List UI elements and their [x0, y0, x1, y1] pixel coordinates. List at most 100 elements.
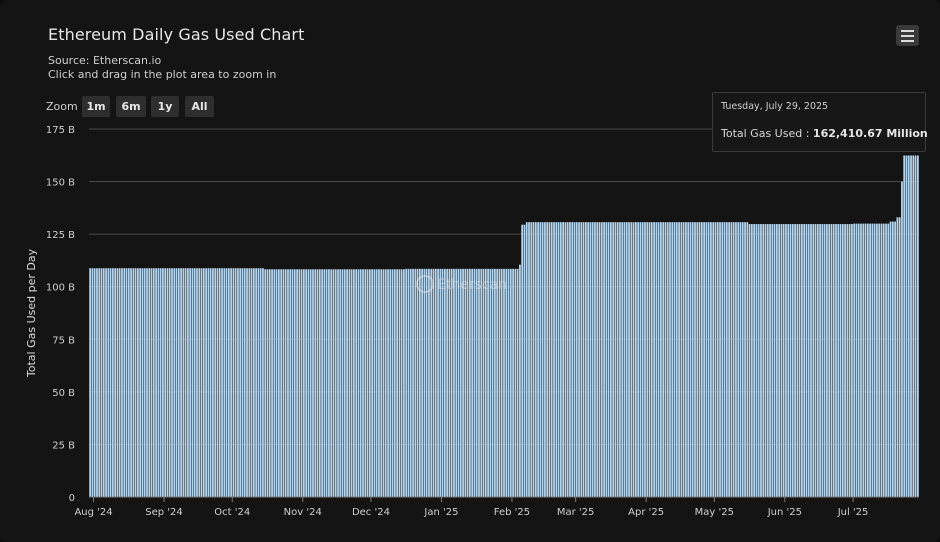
bar[interactable] — [441, 268, 444, 497]
bar[interactable] — [287, 269, 289, 497]
bar[interactable] — [241, 268, 244, 497]
bar[interactable] — [491, 268, 494, 497]
bar[interactable] — [489, 268, 492, 497]
bar[interactable] — [735, 222, 737, 498]
bar[interactable] — [100, 268, 103, 497]
bar[interactable] — [664, 222, 667, 498]
bar[interactable] — [589, 222, 592, 498]
bar[interactable] — [255, 268, 258, 497]
bar[interactable] — [307, 269, 310, 497]
bar[interactable] — [414, 268, 417, 497]
bar[interactable] — [439, 268, 442, 497]
bar[interactable] — [741, 222, 744, 498]
bar[interactable] — [155, 268, 157, 497]
bar[interactable] — [835, 224, 837, 498]
bar[interactable] — [198, 268, 201, 497]
bar[interactable] — [139, 268, 142, 497]
bar[interactable] — [578, 222, 580, 498]
bar[interactable] — [571, 222, 574, 498]
bar[interactable] — [391, 269, 394, 497]
bar[interactable] — [853, 223, 856, 497]
bar[interactable] — [284, 269, 287, 497]
bar[interactable] — [844, 224, 846, 498]
bar[interactable] — [794, 224, 796, 498]
bar[interactable] — [823, 224, 826, 498]
bar[interactable] — [125, 268, 128, 497]
bar[interactable] — [309, 269, 312, 497]
bar[interactable] — [723, 222, 726, 498]
bar[interactable] — [455, 268, 458, 497]
bar[interactable] — [655, 222, 658, 498]
bar[interactable] — [341, 269, 344, 497]
bar[interactable] — [328, 269, 330, 497]
bar[interactable] — [111, 268, 114, 497]
bar[interactable] — [594, 222, 596, 498]
bar[interactable] — [89, 268, 92, 497]
bar[interactable] — [237, 268, 239, 497]
bar[interactable] — [798, 224, 801, 498]
bar[interactable] — [487, 268, 489, 497]
zoom-all-button[interactable]: All — [185, 96, 214, 117]
bar[interactable] — [525, 222, 528, 498]
bar[interactable] — [494, 268, 496, 497]
bar[interactable] — [400, 269, 403, 497]
bar[interactable] — [193, 268, 196, 497]
bar[interactable] — [775, 224, 778, 498]
bar[interactable] — [389, 269, 392, 497]
bar[interactable] — [662, 222, 665, 498]
bar[interactable] — [459, 268, 462, 497]
bar[interactable] — [373, 269, 376, 497]
bar[interactable] — [598, 222, 601, 498]
bar[interactable] — [378, 269, 380, 497]
bar[interactable] — [753, 224, 756, 498]
bar[interactable] — [475, 268, 478, 497]
bar[interactable] — [719, 222, 721, 498]
bar[interactable] — [882, 223, 885, 497]
bar[interactable] — [532, 222, 535, 498]
bar[interactable] — [787, 224, 790, 498]
bar[interactable] — [796, 224, 799, 498]
bar[interactable] — [737, 222, 740, 498]
bar[interactable] — [559, 222, 562, 498]
bar[interactable] — [782, 224, 785, 498]
bar[interactable] — [612, 222, 615, 498]
bar[interactable] — [694, 222, 696, 498]
bar[interactable] — [177, 268, 180, 497]
bar[interactable] — [876, 223, 878, 497]
bar[interactable] — [773, 224, 776, 498]
bar[interactable] — [780, 224, 783, 498]
bar[interactable] — [901, 181, 903, 498]
bar[interactable] — [366, 269, 369, 497]
bar[interactable] — [648, 222, 651, 498]
bar[interactable] — [687, 222, 690, 498]
bar[interactable] — [218, 268, 221, 497]
zoom-1m-button[interactable]: 1m — [82, 96, 110, 117]
bar[interactable] — [262, 268, 264, 497]
bar[interactable] — [605, 222, 608, 498]
bar[interactable] — [212, 268, 214, 497]
bar[interactable] — [557, 222, 560, 498]
bar[interactable] — [712, 222, 715, 498]
bar[interactable] — [252, 268, 255, 497]
bar[interactable] — [566, 222, 569, 498]
bar[interactable] — [116, 268, 119, 497]
bar[interactable] — [202, 268, 205, 497]
bar[interactable] — [480, 268, 483, 497]
bar[interactable] — [162, 268, 164, 497]
bar[interactable] — [846, 224, 849, 498]
bar[interactable] — [298, 269, 301, 497]
bar[interactable] — [105, 268, 107, 497]
bar[interactable] — [187, 268, 189, 497]
bar[interactable] — [332, 269, 335, 497]
bar[interactable] — [816, 224, 819, 498]
bar[interactable] — [764, 224, 767, 498]
bar[interactable] — [121, 268, 123, 497]
bar[interactable] — [339, 269, 342, 497]
bar[interactable] — [362, 269, 364, 497]
bar[interactable] — [409, 268, 412, 497]
bar[interactable] — [107, 268, 110, 497]
bar[interactable] — [541, 222, 544, 498]
bar[interactable] — [196, 268, 198, 497]
bar[interactable] — [509, 268, 512, 497]
